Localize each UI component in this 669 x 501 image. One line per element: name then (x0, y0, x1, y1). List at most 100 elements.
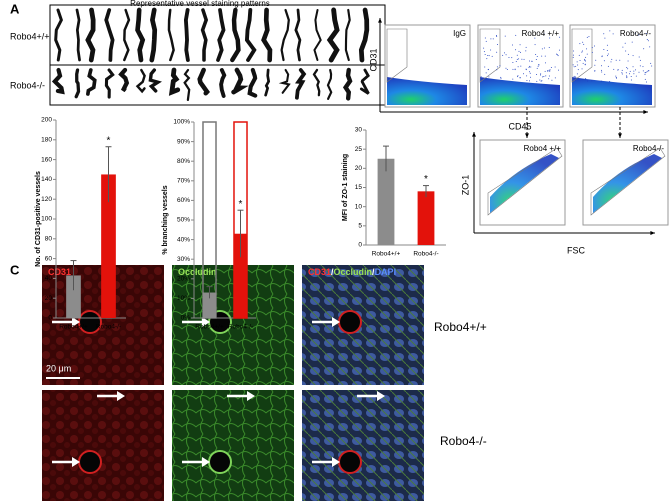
flow-dot (537, 65, 539, 67)
vessel (326, 68, 333, 100)
flow-dot (541, 80, 543, 82)
flow-dot (519, 51, 521, 53)
flow-dot (644, 72, 646, 74)
flow-dot (606, 44, 608, 46)
plot-label: Robo4-/- (620, 29, 651, 38)
flow-dot (627, 53, 629, 55)
flow-dot (554, 77, 556, 79)
vessel-lumen (208, 450, 232, 474)
flow-density (387, 77, 467, 105)
flow-dot (603, 60, 605, 62)
flow-density (593, 154, 662, 213)
flow-dot (521, 58, 523, 60)
flow-dot (520, 65, 522, 67)
flow-dot (633, 73, 635, 75)
y-tick-label: 120 (41, 196, 52, 203)
gate (386, 28, 408, 83)
flow-dot (582, 41, 584, 43)
flow-dot (603, 49, 605, 51)
flow-dot (583, 43, 585, 45)
flow-dot (577, 64, 579, 66)
channel-name: / (372, 267, 375, 277)
y-tick-label: 160 (41, 156, 52, 163)
vessel (85, 7, 96, 63)
flow-dot (543, 47, 545, 49)
y-tick-label: 20 (45, 295, 53, 302)
arrow-head (377, 391, 385, 401)
flow-dot (627, 60, 629, 62)
flow-dot (600, 80, 602, 82)
channel-label: Occludin (178, 267, 217, 277)
bar (377, 158, 395, 245)
vessel (123, 8, 131, 62)
flow-dot (505, 67, 507, 69)
channel-label: CD31/Occludin/DAPI (308, 267, 396, 277)
flow-dot (632, 66, 634, 68)
flow-dot (541, 55, 543, 57)
vessel (149, 7, 158, 63)
flow-dot (630, 79, 632, 81)
flow-dot (634, 32, 636, 34)
flow-dot (496, 43, 498, 45)
arrow-head (72, 317, 80, 327)
flow-dot (601, 65, 603, 67)
flow-dot (495, 34, 497, 36)
vessel (359, 68, 370, 95)
vessel (135, 68, 146, 94)
flow-dot (525, 68, 527, 70)
flow-dot (650, 62, 652, 64)
flow-density (480, 77, 560, 105)
vessel (264, 68, 271, 97)
flow-dot (630, 76, 632, 78)
vessel (86, 68, 97, 96)
flow-dot (525, 50, 527, 52)
flow-dot (490, 38, 492, 40)
flow-dot (523, 58, 525, 60)
flow-dot (646, 81, 648, 83)
flow-dot (488, 76, 490, 78)
y-tick-label: 5 (358, 223, 362, 230)
flow-dot (631, 41, 633, 43)
flow-dot (606, 49, 608, 51)
flow-dot (586, 48, 588, 50)
vessel-images (51, 7, 370, 102)
flow-dot (638, 34, 640, 36)
flow-dot (627, 68, 629, 70)
flow-dot (594, 45, 596, 47)
vessel (148, 68, 162, 93)
gate (571, 28, 593, 83)
flow-dot (486, 58, 488, 60)
flow-dot (619, 59, 621, 61)
flow-dot (540, 74, 542, 76)
flow-dot (595, 59, 597, 61)
flow-dot (487, 55, 489, 57)
vessel (167, 8, 175, 62)
flow-dot (529, 72, 531, 74)
vessel-lumen (338, 450, 362, 474)
flow-dot (519, 44, 521, 46)
vessel (244, 8, 257, 62)
flow-dot (506, 69, 508, 71)
vessel (278, 68, 291, 94)
micrograph (302, 265, 424, 385)
flow-dot (539, 79, 541, 81)
flow-dot (548, 69, 550, 71)
channel-name: Occludin (334, 267, 373, 277)
flow-dot (629, 73, 631, 75)
flow-dot (643, 48, 645, 50)
flow-dot (573, 66, 575, 68)
flow-dot (582, 62, 584, 64)
flow-dot (611, 58, 613, 60)
flow-dot (549, 69, 551, 71)
vessel (75, 8, 81, 62)
vessel (54, 8, 63, 62)
micrograph (172, 390, 294, 501)
flow-dot (500, 76, 502, 78)
flow-dot (585, 56, 587, 58)
flow-dot (625, 50, 627, 52)
flow-dot (544, 62, 546, 64)
micrograph (42, 390, 164, 501)
flow-dot (622, 46, 624, 48)
flow-dot (535, 54, 537, 56)
flow-dot (626, 77, 628, 79)
